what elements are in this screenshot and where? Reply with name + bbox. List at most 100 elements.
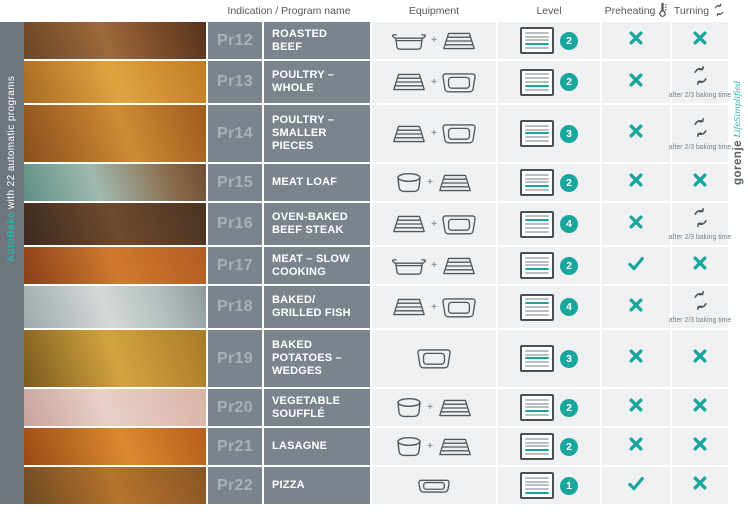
turning-icon — [690, 290, 711, 316]
cross-icon — [628, 397, 644, 418]
turning-cell: after 2/3 baking time — [669, 203, 731, 245]
roasting-pan-icon — [390, 255, 428, 277]
program-id: Pr15 — [208, 164, 262, 201]
plus-separator: + — [431, 76, 437, 88]
level-cell: 4 — [498, 286, 600, 328]
equipment-cell: + — [372, 61, 496, 103]
plus-separator: + — [431, 260, 437, 271]
level-indicator-icon — [520, 433, 554, 460]
turning-cell — [672, 247, 728, 284]
sidebar-vertical-text: AutoBake with 22 automatic programs — [0, 34, 24, 262]
wire-rack-icon — [440, 29, 478, 53]
round-dish-icon — [394, 171, 424, 194]
header-preheating-label: Preheating — [604, 5, 656, 17]
cross-icon — [692, 255, 708, 276]
wire-rack-icon — [390, 295, 428, 319]
table-row: Pr19 BAKED POTATOES – WEDGES 3 — [24, 330, 730, 387]
food-photo — [24, 467, 206, 504]
cross-icon — [628, 72, 644, 93]
table-row: Pr13 POULTRY – WHOLE + 2 after 2/3 bakin… — [24, 61, 732, 103]
table-row: Pr22 PIZZA 1 — [24, 467, 730, 504]
equipment-cell: + — [372, 428, 496, 465]
shallow-dish-icon — [415, 476, 453, 496]
turning-cell — [672, 330, 728, 387]
turning-cell — [672, 164, 728, 201]
level-cell: 2 — [498, 247, 600, 284]
preheating-cell — [602, 247, 670, 284]
turning-cell — [672, 389, 728, 426]
preheating-cell — [602, 467, 670, 504]
food-photo — [24, 389, 206, 426]
thermometer-icon — [658, 1, 667, 21]
food-photo — [24, 286, 206, 328]
food-photo — [24, 428, 206, 465]
level-cell: 3 — [498, 330, 600, 387]
program-name: VEGETABLE SOUFFLÉ — [264, 389, 370, 426]
table-row: Pr20 VEGETABLE SOUFFLÉ + 2 — [24, 389, 730, 426]
check-icon — [627, 256, 645, 276]
food-photo — [24, 164, 206, 201]
wire-rack-icon — [436, 435, 474, 459]
level-indicator-icon — [520, 210, 554, 238]
preheating-cell — [602, 330, 670, 387]
plus-separator: + — [431, 218, 437, 230]
level-indicator-icon — [520, 169, 554, 196]
turning-cell: after 2/3 baking time — [668, 61, 732, 103]
equipment-cell: + — [372, 164, 496, 201]
plus-separator: + — [431, 128, 437, 139]
preheating-cell — [602, 22, 670, 59]
level-cell: 2 — [498, 428, 600, 465]
program-id: Pr18 — [208, 286, 262, 328]
program-table: Pr12 ROASTED BEEF + 2 Pr13 POULTRY – WHO… — [24, 22, 732, 506]
program-id: Pr16 — [208, 203, 262, 245]
header-equipment: Equipment — [408, 5, 460, 17]
cross-icon — [692, 348, 708, 369]
table-row: Pr14 POULTRY – SMALLER PIECES + 3 after … — [24, 105, 731, 162]
turning-cell: after 2/3 baking time — [669, 105, 731, 162]
level-cell: 2 — [498, 61, 600, 103]
program-name: PIZZA — [264, 467, 370, 504]
table-row: Pr16 OVEN-BAKED BEEF STEAK + 4 after 2/3… — [24, 203, 731, 245]
wire-rack-icon — [440, 254, 478, 278]
program-name: ROASTED BEEF — [264, 22, 370, 59]
check-icon — [627, 476, 645, 496]
program-name: MEAT – SLOW COOKING — [264, 247, 370, 284]
cross-icon — [628, 30, 644, 51]
equipment-cell: + — [372, 389, 496, 426]
table-row: Pr15 MEAT LOAF + 2 — [24, 164, 730, 201]
plus-separator: + — [427, 177, 433, 188]
preheating-cell — [602, 203, 670, 245]
wire-rack-icon — [390, 122, 428, 146]
program-id: Pr22 — [208, 467, 262, 504]
header-level: Level — [536, 5, 562, 17]
program-id: Pr13 — [208, 61, 262, 103]
program-id: Pr20 — [208, 389, 262, 426]
roasting-pan-icon — [390, 30, 428, 52]
level-badge: 4 — [560, 215, 578, 233]
wire-rack-icon — [436, 171, 474, 195]
plus-separator: + — [431, 301, 437, 313]
turning-note: after 2/3 baking time — [668, 92, 732, 99]
equipment-cell — [372, 330, 496, 387]
cross-icon — [628, 214, 644, 235]
level-cell: 2 — [498, 22, 600, 59]
preheating-cell — [602, 164, 670, 201]
cross-icon — [692, 436, 708, 457]
level-badge: 2 — [560, 31, 578, 50]
turning-icon — [690, 117, 711, 143]
table-row: Pr18 BAKED/ GRILLED FISH + 4 after 2/3 b… — [24, 286, 731, 328]
baking-dish-icon — [440, 212, 478, 237]
baking-dish-icon — [440, 70, 478, 95]
plus-separator: + — [427, 402, 433, 413]
round-dish-icon — [394, 435, 424, 458]
table-row: Pr12 ROASTED BEEF + 2 — [24, 22, 730, 59]
cross-icon — [692, 172, 708, 193]
wire-rack-icon — [390, 70, 428, 94]
cross-icon — [628, 436, 644, 457]
equipment-cell: + — [372, 247, 496, 284]
level-badge: 2 — [560, 437, 578, 456]
header-turning-label: Turning — [673, 5, 710, 17]
level-indicator-icon — [520, 394, 554, 421]
program-id: Pr19 — [208, 330, 262, 387]
preheating-cell — [602, 286, 670, 328]
